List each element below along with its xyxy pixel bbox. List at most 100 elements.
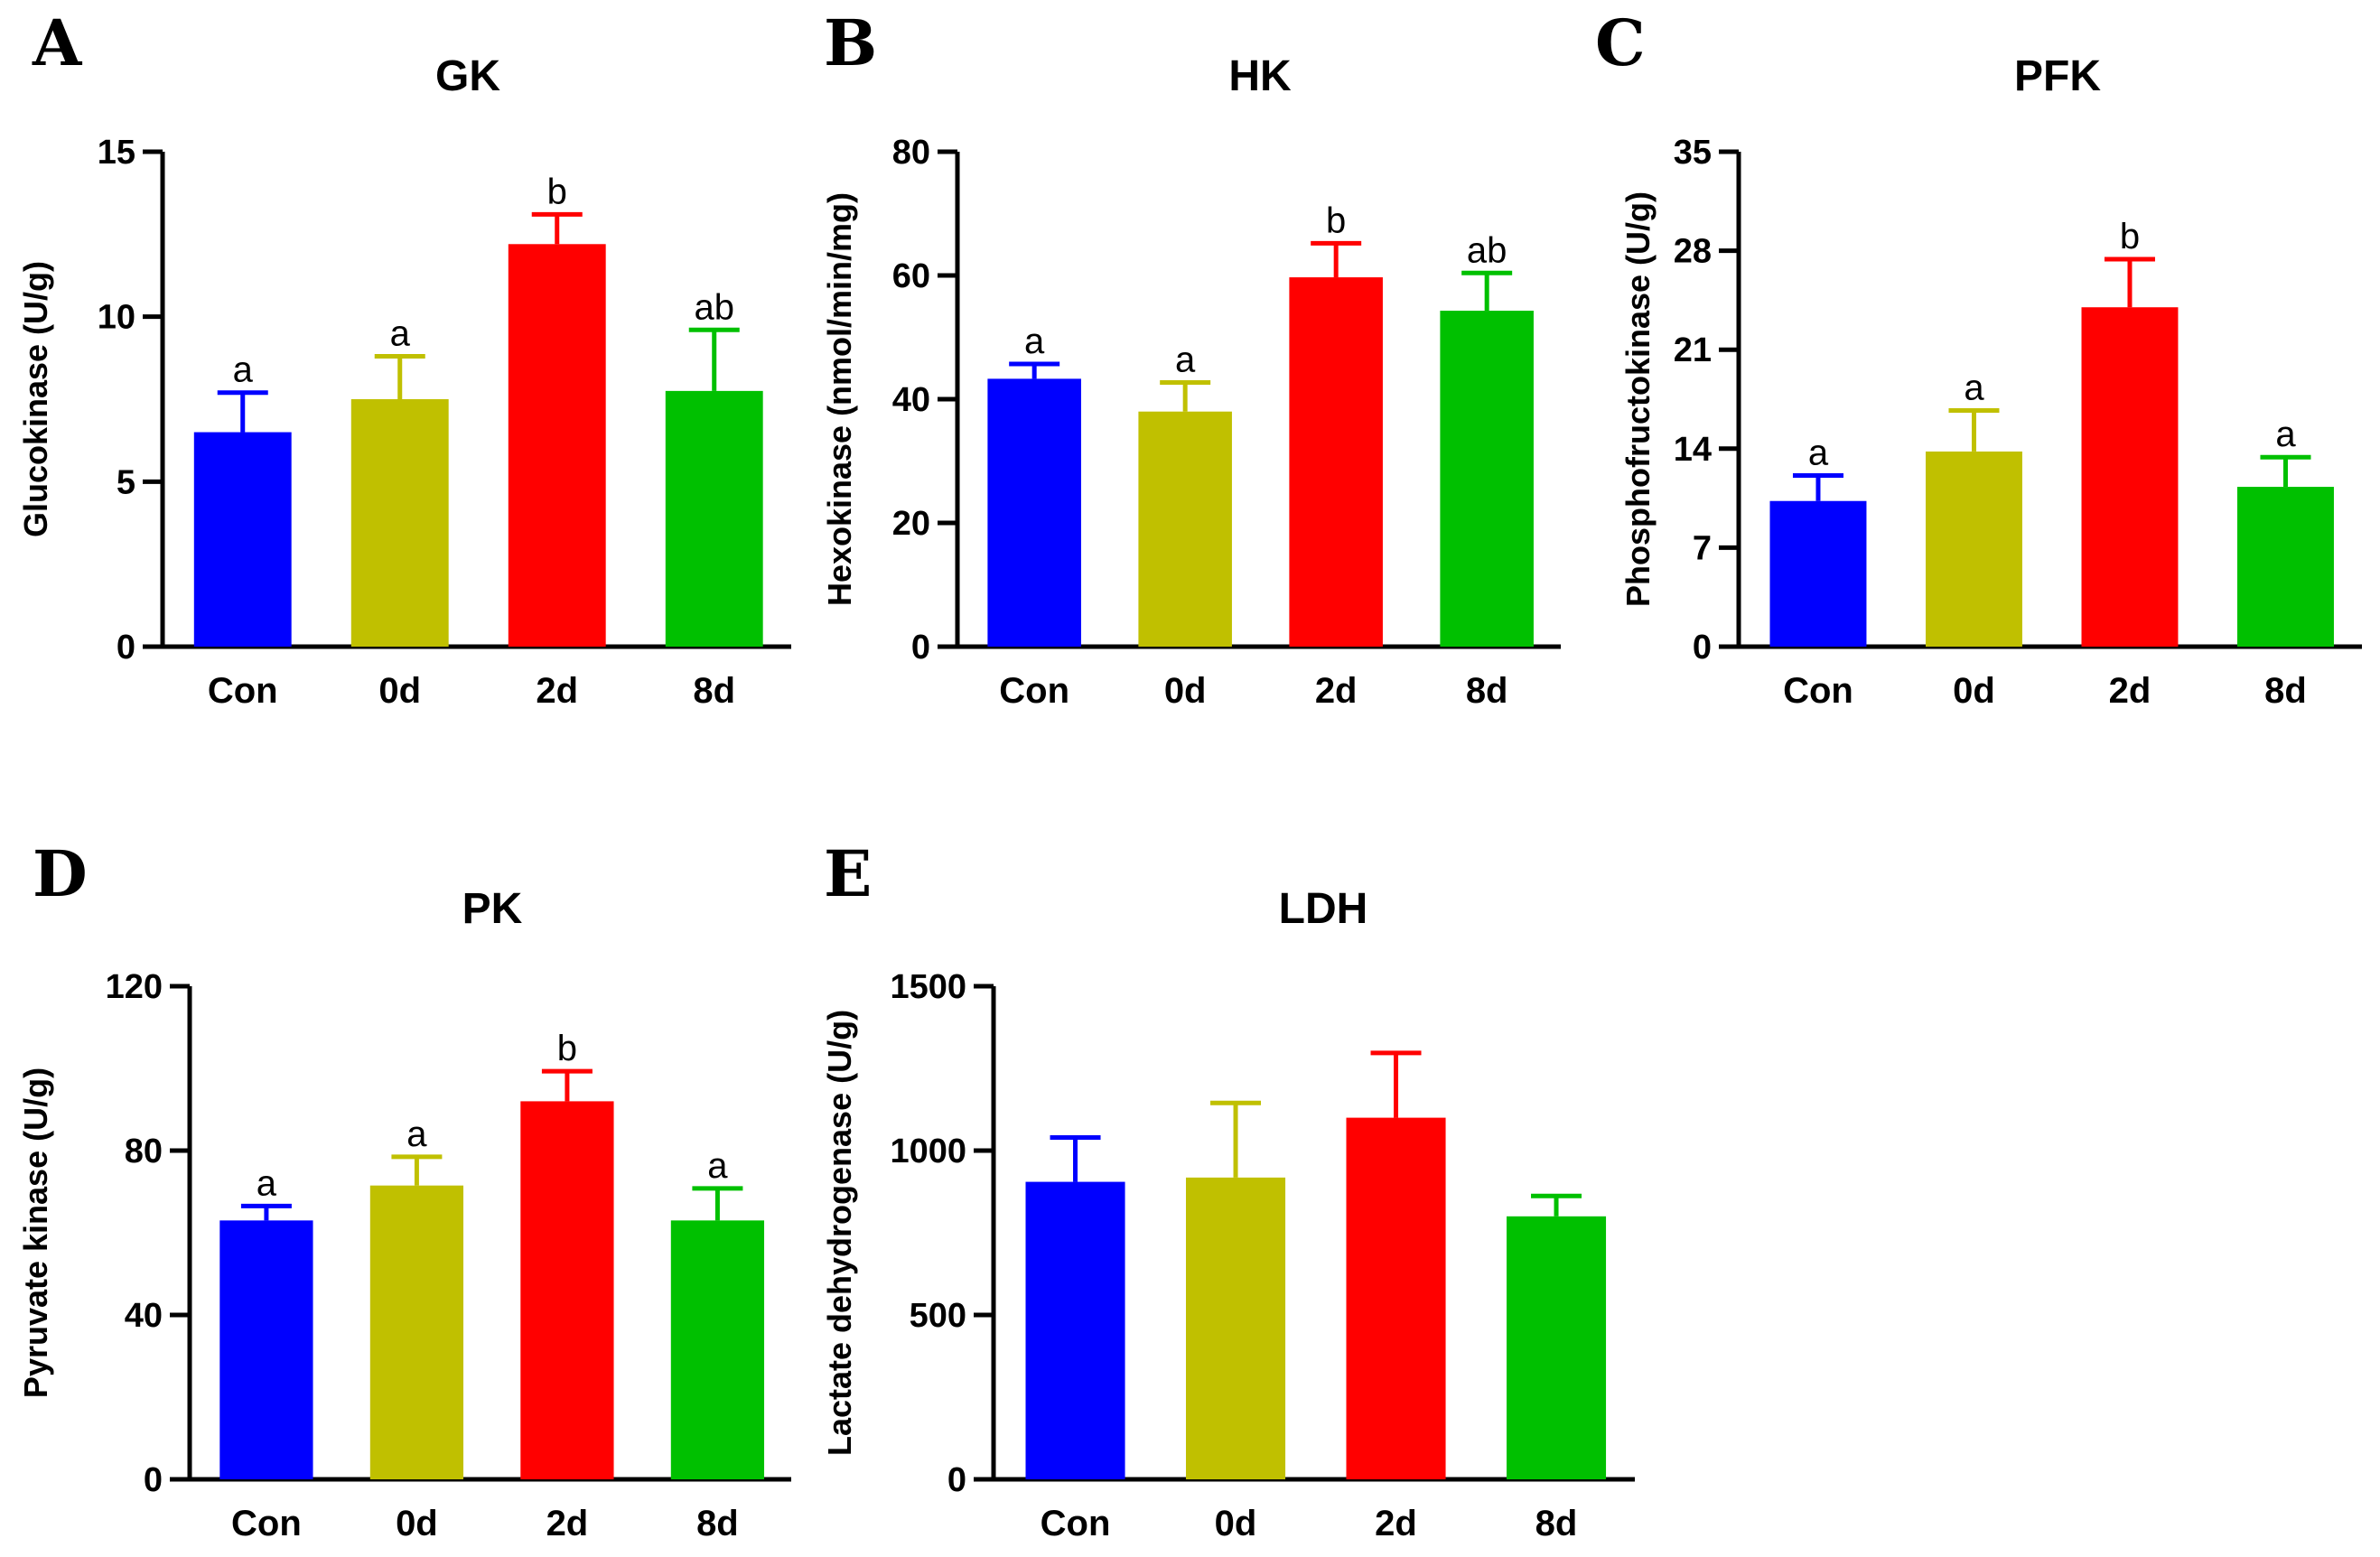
significance-label: ab [694,287,734,327]
chart-title: GK [435,52,500,100]
x-tick-label: 8d [1535,1504,1578,1543]
panel-e: E LDH Lactate dehydrogenase (U/g) 0 500 1000 1… [821,836,1635,1543]
panel-letter: B [824,5,877,80]
x-tick-label: 8d [1466,671,1508,711]
significance-label: a [390,314,411,354]
bar-8d [1507,1216,1607,1479]
significance-label: a [707,1146,728,1186]
panel-letter: C [1595,5,1646,80]
x-tick-label: 8d [693,671,735,711]
y-tick-label: 40 [892,381,930,419]
bar-0d [350,399,449,647]
x-tick-label: 0d [378,671,421,711]
y-tick-label: 60 [892,257,930,295]
y-tick-label: 500 [910,1297,966,1335]
y-tick-label: 28 [1674,233,1712,271]
x-tick-label: 0d [1953,671,1995,711]
bar-2d [1289,277,1383,647]
significance-label: b [2120,217,2140,256]
significance-label: a [1024,322,1045,361]
significance-label: b [557,1029,577,1068]
x-tick-label: 8d [696,1504,739,1543]
chart-title: LDH [1279,885,1368,933]
y-tick-label: 21 [1674,331,1712,369]
bar-con [1025,1181,1125,1479]
significance-label: a [2275,415,2296,454]
significance-label: a [1175,340,1196,380]
x-tick-label: 8d [2264,671,2307,711]
y-tick-label: 0 [947,1461,966,1499]
x-tick-label: 2d [536,671,578,711]
bar-0d [369,1185,464,1479]
bar-2d [2081,307,2179,647]
bar-0d [1186,1177,1286,1479]
significance-label: a [406,1114,427,1154]
bar-8d [670,1220,765,1479]
y-tick-label: 0 [117,629,135,667]
y-tick-label: 1500 [890,968,966,1006]
y-tick-label: 14 [1674,431,1712,469]
panel-b: B HK Hexokinase (nmol/min/mg) 0 20 40 60 80 Con a… [821,5,1561,711]
x-tick-label: 2d [1315,671,1358,711]
y-tick-label: 20 [892,505,930,543]
x-tick-label: Con [1041,1504,1111,1543]
y-tick-label: 15 [98,134,135,172]
bar-0d [1926,451,2022,647]
y-tick-label: 80 [892,134,930,172]
y-axis-label: Hexokinase (nmol/min/mg) [821,192,858,606]
x-tick-label: 0d [396,1504,438,1543]
y-tick-label: 80 [125,1133,163,1170]
bar-0d [1138,411,1232,647]
y-tick-label: 0 [144,1461,163,1499]
x-tick-label: 0d [1164,671,1207,711]
y-axis-label: Glucokinase (U/g) [17,261,54,537]
y-tick-label: 0 [1693,629,1712,667]
significance-label: a [233,350,254,390]
panel-a: A GK Glucokinase (U/g) 0 5 10 15 Con a 0d a 2d b 8d ab [17,5,791,711]
significance-label: a [257,1163,277,1203]
x-tick-label: 2d [546,1504,589,1543]
x-tick-label: 2d [1375,1504,1417,1543]
significance-label: ab [1467,230,1507,270]
x-tick-label: 2d [2109,671,2151,711]
panel-d: D PK Pyruvate kinase (U/g) 0 40 80 120 Con a 0d a 2… [17,836,791,1543]
y-axis-label: Phosphofructokinase (U/g) [1619,191,1657,607]
bar-con [987,378,1081,647]
bar-8d [665,390,763,647]
x-tick-label: Con [999,671,1069,711]
panel-letter: A [32,5,83,80]
bar-2d [520,1101,614,1479]
y-axis-label: Lactate dehydrogenase (U/g) [821,1010,858,1456]
bar-8d [2237,487,2334,647]
chart-title: PFK [2014,52,2101,100]
panel-c: C PFK Phosphofructokinase (U/g) 0 7 14 21 28 35 C… [1595,5,2362,711]
significance-label: b [1326,200,1346,240]
y-tick-label: 7 [1693,529,1712,567]
y-tick-label: 35 [1674,134,1712,172]
x-tick-label: Con [231,1504,302,1543]
panel-letter: E [824,836,872,911]
y-tick-label: 120 [106,968,163,1006]
bar-con [193,432,292,647]
significance-label: a [1964,368,1984,408]
y-axis-label: Pyruvate kinase (U/g) [17,1068,54,1398]
x-tick-label: 0d [1215,1504,1257,1543]
y-tick-label: 1000 [890,1133,966,1170]
y-tick-label: 5 [117,463,135,501]
bar-2d [508,244,606,647]
significance-label: a [1808,434,1829,473]
chart-title: HK [1228,52,1292,100]
bar-2d [1346,1117,1446,1479]
panel-letter: D [33,836,88,911]
y-tick-label: 40 [125,1297,163,1335]
y-tick-label: 10 [98,299,135,337]
y-tick-label: 0 [911,629,930,667]
significance-label: b [547,172,567,211]
bar-8d [1440,311,1534,647]
chart-title: PK [462,885,523,933]
bar-con [219,1220,313,1479]
x-tick-label: Con [1783,671,1853,711]
x-tick-label: Con [208,671,278,711]
bar-con [1769,500,1867,647]
